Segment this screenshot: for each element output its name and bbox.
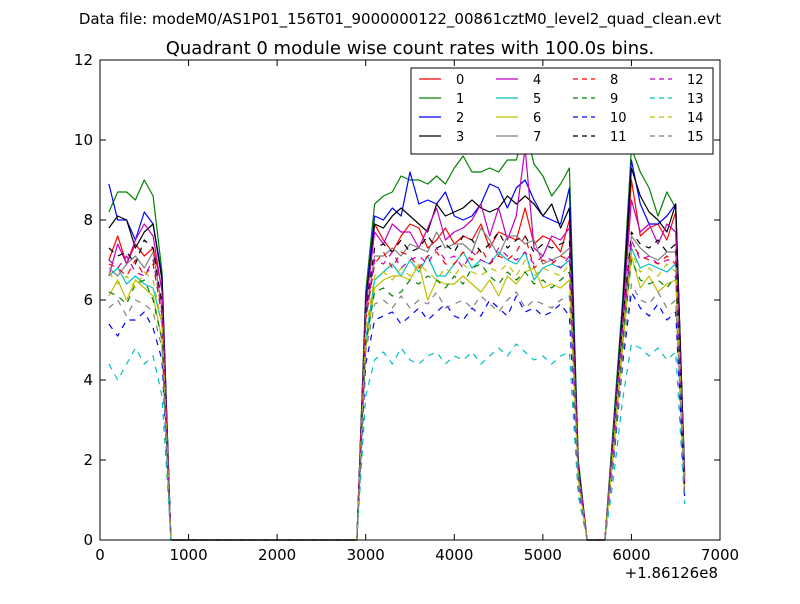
legend-label-15: 15 bbox=[687, 130, 704, 145]
chart-title: Quadrant 0 module wise count rates with … bbox=[166, 38, 655, 59]
y-tick-label: 10 bbox=[74, 131, 93, 149]
legend-label-2: 2 bbox=[456, 111, 464, 126]
x-offset-label: +1.86126e8 bbox=[625, 564, 718, 582]
y-tick-label: 4 bbox=[83, 371, 93, 389]
legend-label-10: 10 bbox=[610, 111, 627, 126]
y-tick-label: 2 bbox=[83, 451, 93, 469]
legend-label-7: 7 bbox=[533, 130, 541, 145]
y-tick-label: 12 bbox=[74, 51, 93, 69]
legend-label-0: 0 bbox=[456, 73, 464, 88]
x-tick-label: 1000 bbox=[169, 546, 207, 564]
legend-label-4: 4 bbox=[533, 73, 541, 88]
y-tick-label: 6 bbox=[83, 291, 93, 309]
legend-label-11: 11 bbox=[610, 130, 627, 145]
x-tick-label: 5000 bbox=[524, 546, 562, 564]
legend-label-12: 12 bbox=[687, 73, 704, 88]
x-tick-label: 7000 bbox=[701, 546, 739, 564]
x-tick-label: 2000 bbox=[258, 546, 296, 564]
legend-label-13: 13 bbox=[687, 92, 704, 107]
legend-label-14: 14 bbox=[687, 111, 704, 126]
y-tick-label: 8 bbox=[83, 211, 93, 229]
x-tick-label: 0 bbox=[95, 546, 105, 564]
x-tick-label: 3000 bbox=[347, 546, 385, 564]
y-tick-label: 0 bbox=[83, 531, 93, 549]
legend-box bbox=[410, 67, 714, 155]
legend-label-8: 8 bbox=[610, 73, 618, 88]
data-file-label: Data file: modeM0/AS1P01_156T01_90000001… bbox=[79, 10, 721, 29]
legend-label-9: 9 bbox=[610, 92, 618, 107]
x-tick-label: 6000 bbox=[612, 546, 650, 564]
legend-label-3: 3 bbox=[456, 130, 464, 145]
x-tick-label: 4000 bbox=[435, 546, 473, 564]
legend-label-1: 1 bbox=[456, 92, 464, 107]
legend-label-5: 5 bbox=[533, 92, 541, 107]
legend-label-6: 6 bbox=[533, 111, 541, 126]
